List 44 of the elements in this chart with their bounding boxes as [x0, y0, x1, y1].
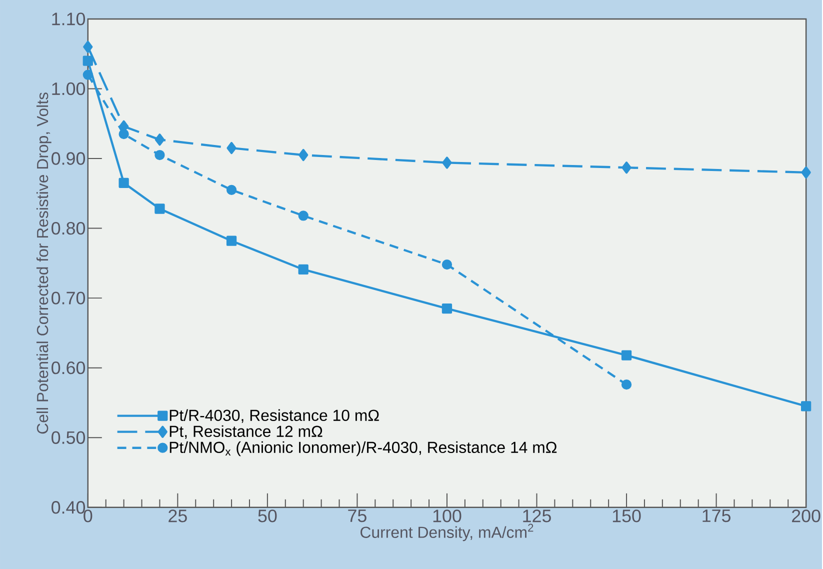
point — [621, 350, 632, 360]
point — [622, 161, 632, 174]
point — [298, 148, 308, 161]
y-tick-label: 1.10 — [52, 12, 86, 26]
legend-label: Pt/R-4030, Resistance 10 mΩ — [170, 409, 379, 423]
x-axis-title: Current Density, mA/cm$^{2}$ — [360, 524, 534, 541]
point — [82, 70, 93, 80]
point — [298, 210, 308, 221]
legend-label: Pt/NMO$_{x}$ (Anionic Ionomer)/R-4030, Resistance 14 mΩ — [170, 441, 557, 456]
point — [154, 133, 165, 146]
point — [226, 236, 237, 246]
point — [621, 379, 632, 390]
legend-label: Pt, Resistance 12 mΩ — [170, 425, 322, 439]
point — [154, 150, 165, 160]
point — [800, 400, 812, 412]
point — [442, 156, 452, 169]
point — [298, 264, 308, 274]
y-tick-label: 0.40 — [52, 500, 86, 514]
y-tick-label: 0.50 — [52, 431, 86, 444]
point — [83, 40, 93, 53]
x-tick-label: 125 — [523, 509, 551, 522]
x-tick-label: 0 — [84, 509, 92, 522]
point — [118, 178, 129, 188]
point — [154, 204, 165, 214]
x-tick-label: 150 — [612, 509, 641, 522]
x-tick-label: 200 — [792, 509, 820, 522]
y-tick-label: 0.80 — [52, 222, 86, 234]
y-tick-label: 0.70 — [52, 292, 86, 304]
x-tick-label: 175 — [702, 509, 730, 522]
y-tick-label: 0.90 — [52, 152, 86, 165]
y-tick-label: 0.60 — [52, 361, 86, 374]
point — [118, 128, 129, 140]
x-tick-label: 50 — [258, 509, 277, 522]
point — [442, 303, 452, 314]
x-tick-label: 100 — [433, 509, 462, 522]
point — [801, 166, 811, 178]
x-tick-label: 75 — [348, 509, 366, 522]
point — [82, 56, 93, 66]
x-tick-label: 25 — [168, 509, 187, 522]
point — [226, 142, 236, 154]
point — [226, 184, 237, 195]
point — [442, 259, 452, 270]
y-tick-label: 1.00 — [52, 82, 86, 95]
y-axis-title: Cell Potential Corrected for Resistive Drop, Volts — [36, 92, 52, 434]
